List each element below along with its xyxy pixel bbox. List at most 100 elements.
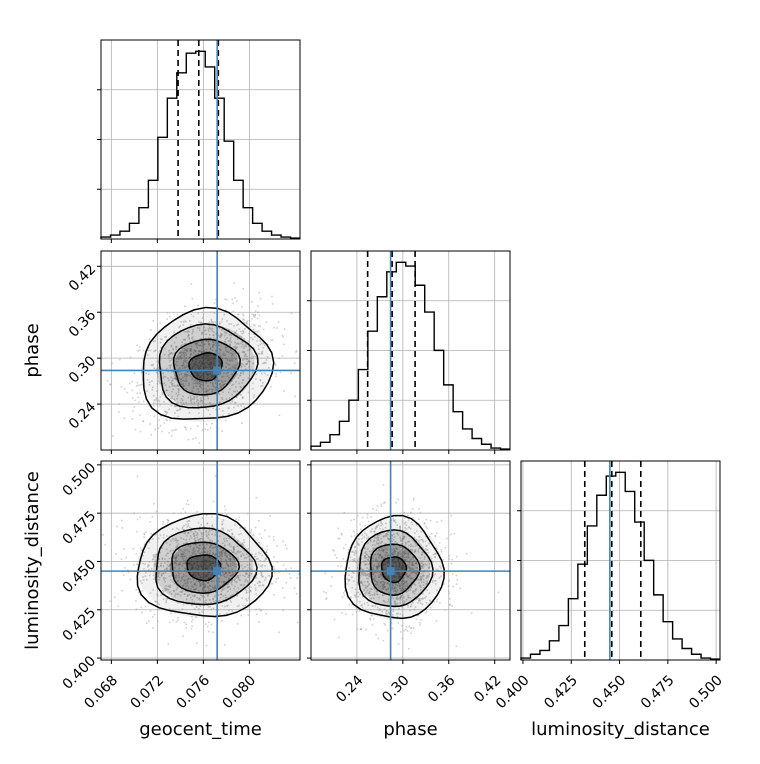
joint-phase-luminosity_distance-point: [419, 599, 422, 602]
joint-geocent_time-luminosity_distance-point: [229, 555, 232, 558]
joint-geocent_time-phase-point: [199, 344, 202, 346]
joint-geocent_time-luminosity_distance-point: [190, 558, 192, 560]
joint-geocent_time-phase-point: [171, 370, 174, 373]
joint-geocent_time-luminosity_distance-point: [226, 556, 228, 558]
joint-geocent_time-phase-point: [235, 347, 238, 349]
joint-geocent_time-luminosity_distance-point: [170, 612, 172, 615]
joint-phase-luminosity_distance-point: [378, 565, 380, 567]
joint-geocent_time-phase-point: [183, 380, 186, 382]
joint-geocent_time-phase-point: [192, 328, 194, 331]
joint-geocent_time-phase-point: [219, 349, 222, 352]
joint-phase-luminosity_distance-point: [372, 604, 374, 607]
joint-phase-luminosity_distance-point: [367, 574, 369, 576]
joint-geocent_time-phase-point: [223, 372, 225, 375]
joint-geocent_time-phase-point: [150, 329, 152, 331]
joint-geocent_time-luminosity_distance-point: [202, 532, 204, 534]
joint-phase-luminosity_distance-point: [406, 560, 409, 563]
joint-geocent_time-luminosity_distance-point: [187, 503, 190, 506]
joint-phase-luminosity_distance-point: [352, 558, 354, 561]
joint-geocent_time-phase-density-2: [173, 338, 239, 395]
joint-geocent_time-luminosity_distance-point: [272, 566, 275, 568]
joint-phase-luminosity_distance-point: [395, 597, 397, 599]
joint-geocent_time-luminosity_distance-point: [185, 568, 187, 570]
joint-geocent_time-phase-point: [213, 385, 215, 388]
joint-phase-luminosity_distance-point: [367, 558, 370, 560]
joint-geocent_time-phase-point: [240, 386, 242, 389]
joint-geocent_time-phase-point: [195, 363, 197, 366]
joint-geocent_time-phase-point: [185, 366, 188, 368]
joint-phase-luminosity_distance-point: [395, 501, 398, 504]
joint-geocent_time-luminosity_distance-point: [170, 540, 172, 543]
joint-phase-luminosity_distance-point: [380, 541, 383, 543]
joint-geocent_time-luminosity_distance-point: [248, 574, 250, 577]
joint-geocent_time-phase-point: [197, 425, 199, 427]
joint-geocent_time-phase-point: [214, 393, 216, 395]
joint-geocent_time-luminosity_distance-point: [208, 529, 211, 532]
joint-phase-luminosity_distance-point: [422, 567, 424, 569]
joint-geocent_time-phase-point: [194, 350, 197, 352]
joint-geocent_time-luminosity_distance-point: [92, 605, 94, 607]
joint-geocent_time-phase-point: [203, 354, 206, 356]
joint-geocent_time-luminosity_distance-point: [250, 529, 253, 531]
joint-geocent_time-luminosity_distance-point: [200, 532, 203, 534]
joint-geocent_time-luminosity_distance-point: [232, 551, 235, 554]
joint-phase-luminosity_distance-point: [394, 550, 397, 553]
xtick-label-geocent_time: 0.072: [127, 672, 167, 712]
joint-geocent_time-luminosity_distance-point: [192, 533, 195, 535]
joint-geocent_time-luminosity_distance-point: [161, 558, 164, 560]
joint-geocent_time-luminosity_distance-point: [194, 540, 197, 543]
joint-phase-luminosity_distance-point: [435, 552, 438, 555]
joint-geocent_time-phase-point: [236, 373, 239, 376]
joint-geocent_time-luminosity_distance-point: [200, 566, 203, 568]
joint-geocent_time-luminosity_distance-point: [209, 576, 212, 579]
joint-geocent_time-luminosity_distance-point: [208, 556, 211, 559]
joint-phase-luminosity_distance-point: [395, 583, 397, 586]
joint-phase-luminosity_distance-point: [425, 545, 427, 547]
joint-geocent_time-phase-point: [229, 348, 232, 351]
joint-geocent_time-luminosity_distance-point: [120, 519, 123, 522]
joint-geocent_time-phase-point: [160, 451, 162, 453]
joint-phase-luminosity_distance-point: [375, 559, 377, 562]
joint-geocent_time-luminosity_distance-point: [180, 594, 182, 597]
joint-geocent_time-luminosity_distance-point: [246, 591, 248, 594]
joint-geocent_time-phase-point: [259, 379, 262, 382]
joint-geocent_time-phase-point: [195, 381, 197, 383]
joint-geocent_time-luminosity_distance-point: [177, 616, 179, 619]
joint-geocent_time-luminosity_distance-point: [195, 605, 198, 608]
joint-geocent_time-phase-point: [188, 337, 191, 340]
joint-geocent_time-luminosity_distance-point: [203, 551, 206, 554]
joint-geocent_time-luminosity_distance-point: [162, 576, 165, 579]
joint-geocent_time-luminosity_distance-point: [246, 512, 249, 515]
joint-phase-luminosity_distance-point: [354, 546, 356, 548]
joint-geocent_time-phase-point: [238, 343, 240, 345]
joint-geocent_time-luminosity_distance-point: [246, 599, 248, 602]
joint-geocent_time-phase-point: [180, 378, 182, 381]
joint-geocent_time-phase-point: [177, 391, 180, 394]
joint-geocent_time-luminosity_distance-point: [186, 582, 188, 585]
joint-phase-luminosity_distance-point: [401, 580, 403, 583]
joint-phase-luminosity_distance-point: [410, 586, 412, 588]
joint-geocent_time-luminosity_distance-point: [190, 588, 192, 591]
joint-geocent_time-phase-point: [210, 363, 213, 366]
joint-geocent_time-luminosity_distance-point: [177, 583, 180, 586]
joint-phase-luminosity_distance-point: [399, 550, 401, 553]
joint-geocent_time-phase-point: [204, 371, 207, 374]
joint-geocent_time-luminosity_distance-point: [163, 578, 165, 581]
joint-phase-luminosity_distance-point: [375, 509, 378, 511]
joint-geocent_time-luminosity_distance-point: [135, 563, 138, 566]
joint-geocent_time-luminosity_distance-point: [237, 540, 239, 542]
joint-geocent_time-phase-point: [224, 354, 227, 357]
joint-geocent_time-phase-point: [159, 338, 162, 340]
joint-phase-luminosity_distance-point: [364, 555, 366, 557]
joint-phase-luminosity_distance-point: [436, 521, 438, 523]
joint-geocent_time-luminosity_distance-point: [242, 574, 244, 577]
joint-phase-luminosity_distance-point: [390, 519, 393, 521]
joint-geocent_time-phase-point: [181, 404, 183, 407]
joint-geocent_time-luminosity_distance-point: [185, 535, 188, 537]
joint-geocent_time-luminosity_distance-density-3: [186, 554, 221, 581]
joint-phase-luminosity_distance-point: [396, 584, 399, 587]
joint-geocent_time-luminosity_distance-point: [210, 564, 212, 567]
joint-geocent_time-phase-point: [234, 401, 237, 404]
joint-phase-luminosity_distance-point: [364, 584, 366, 587]
joint-geocent_time-phase-point: [189, 340, 191, 343]
